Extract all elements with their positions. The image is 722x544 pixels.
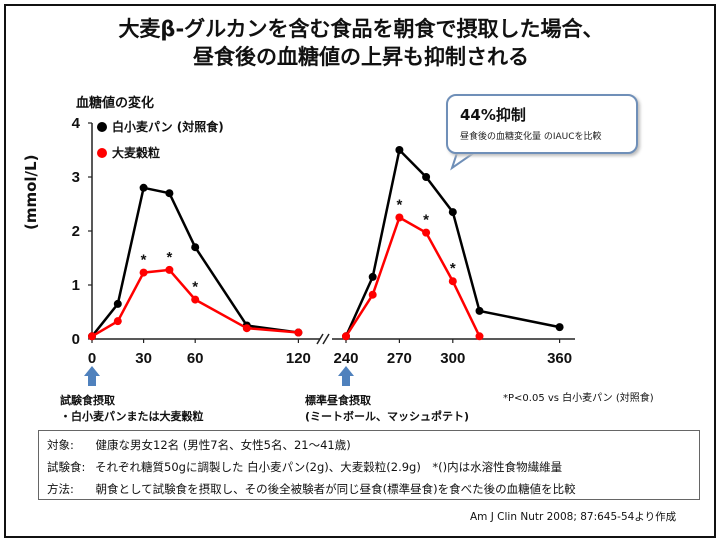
arrow-left-label: 試験食摂取 ・白小麦パンまたは大麦穀粒: [60, 393, 204, 425]
study-info-box: 対象: 健康な男女12名 (男性7名、女性5名、21～41歳) 試験食: それぞ…: [38, 430, 700, 500]
arrow-up-right-icon: [338, 366, 354, 386]
data-point-control: [555, 323, 564, 332]
y-tick-label: 4: [72, 115, 81, 132]
data-point-control: [165, 189, 174, 198]
info-row-subjects-label: 対象:: [47, 438, 74, 452]
series-line-barley: [344, 215, 481, 337]
info-row-method-label: 方法:: [47, 482, 74, 496]
arrow-right-line1: 標準昼食摂取: [305, 394, 371, 407]
legend-control-marker: [97, 122, 107, 132]
data-point-barley: [368, 290, 377, 299]
legend-control-label: 白小麦パン (対照食): [112, 120, 224, 134]
x-tick-label: 270: [387, 350, 412, 367]
info-row-method: 方法: 朝食として試験食を摂取し、その後全被験者が同じ昼食(標準昼食)を食べた後…: [47, 481, 576, 497]
axis-break-mark-1: [316, 333, 324, 345]
info-row-test-meal-text: それぞれ糖質50gに調製した 白小麦パン(2g)、大麦穀粒(2.9g) *()内…: [95, 460, 563, 474]
info-row-test-meal: 試験食: それぞれ糖質50gに調製した 白小麦パン(2g)、大麦穀粒(2.9g)…: [47, 459, 562, 475]
citation: Am J Clin Nutr 2008; 87:645-54より作成: [470, 511, 677, 523]
data-point-control: [475, 306, 484, 315]
y-axis-title: 血糖値の変化: [76, 96, 155, 111]
significance-note: *P<0.05 vs 白小麦パン (対照食): [503, 393, 654, 404]
x-tick-label: 0: [88, 350, 96, 367]
callout-box: 44%抑制 昼食後の血糖変化量 のIAUCを比較: [446, 94, 638, 154]
info-row-method-text: 朝食として試験食を摂取し、その後全被験者が同じ昼食(標準昼食)を食べた後の血糖値…: [95, 482, 576, 496]
y-tick-label: 2: [72, 223, 80, 240]
x-tick-label: 240: [333, 350, 358, 367]
arrow-left-line2: ・白小麦パンまたは大麦穀粒: [60, 410, 204, 423]
x-tick-label: 30: [135, 350, 152, 367]
significance-star: *: [450, 260, 456, 277]
data-point-control: [448, 208, 457, 217]
x-tick-label: 360: [547, 350, 572, 367]
significance-star: *: [141, 252, 147, 269]
info-row-test-meal-label: 試験食:: [47, 460, 86, 474]
x-tick-label: 120: [286, 350, 311, 367]
data-point-control: [422, 173, 431, 181]
y-tick-label: 0: [72, 331, 80, 348]
arrow-right-line2: (ミートボール、マッシュポテト): [305, 410, 470, 423]
data-point-barley: [139, 268, 148, 277]
y-tick-label: 1: [72, 277, 80, 294]
info-row-subjects-text: 健康な男女12名 (男性7名、女性5名、21～41歳): [95, 438, 351, 452]
series-line-control: [344, 147, 560, 337]
slide-title-line1: 大麦β-グルカンを含む食品を朝食で摂取した場合、: [118, 17, 604, 41]
info-row-subjects: 対象: 健康な男女12名 (男性7名、女性5名、21～41歳): [47, 437, 351, 453]
data-point-barley: [242, 324, 251, 333]
arrow-right-label: 標準昼食摂取 (ミートボール、マッシュポテト): [305, 393, 469, 425]
data-point-barley: [191, 295, 200, 304]
callout-subtitle: 昼食後の血糖変化量 のIAUCを比較: [460, 132, 602, 142]
data-point-barley: [422, 228, 431, 237]
data-point-control: [139, 183, 148, 192]
data-point-barley: [294, 328, 303, 337]
slide-title-line2: 昼食後の血糖値の上昇も抑制される: [193, 45, 529, 69]
significance-star: *: [166, 249, 172, 266]
data-point-control: [113, 299, 122, 308]
data-point-control: [395, 146, 404, 154]
data-point-control: [191, 243, 200, 252]
legend-barley-label: 大麦穀粒: [112, 146, 161, 160]
arrow-up-left-icon: [84, 366, 100, 386]
data-point-barley: [395, 213, 404, 222]
significance-star: *: [396, 197, 402, 214]
significance-star: *: [423, 212, 429, 229]
x-tick-label: 60: [187, 350, 204, 367]
data-point-barley: [88, 332, 96, 341]
data-point-barley: [475, 332, 484, 341]
data-point-barley: [113, 317, 122, 326]
legend-barley-marker: [97, 148, 107, 158]
significance-star: *: [192, 279, 198, 296]
data-point-barley: [165, 265, 174, 274]
x-tick-label: 300: [440, 350, 465, 367]
arrow-left-line1: 試験食摂取: [60, 394, 115, 407]
data-point-barley: [342, 332, 350, 341]
data-point-barley: [448, 277, 457, 286]
y-tick-label: 3: [72, 169, 80, 186]
axis-break-mark-2: [322, 333, 330, 345]
callout-title: 44%抑制: [460, 106, 526, 124]
data-point-control: [368, 272, 377, 281]
